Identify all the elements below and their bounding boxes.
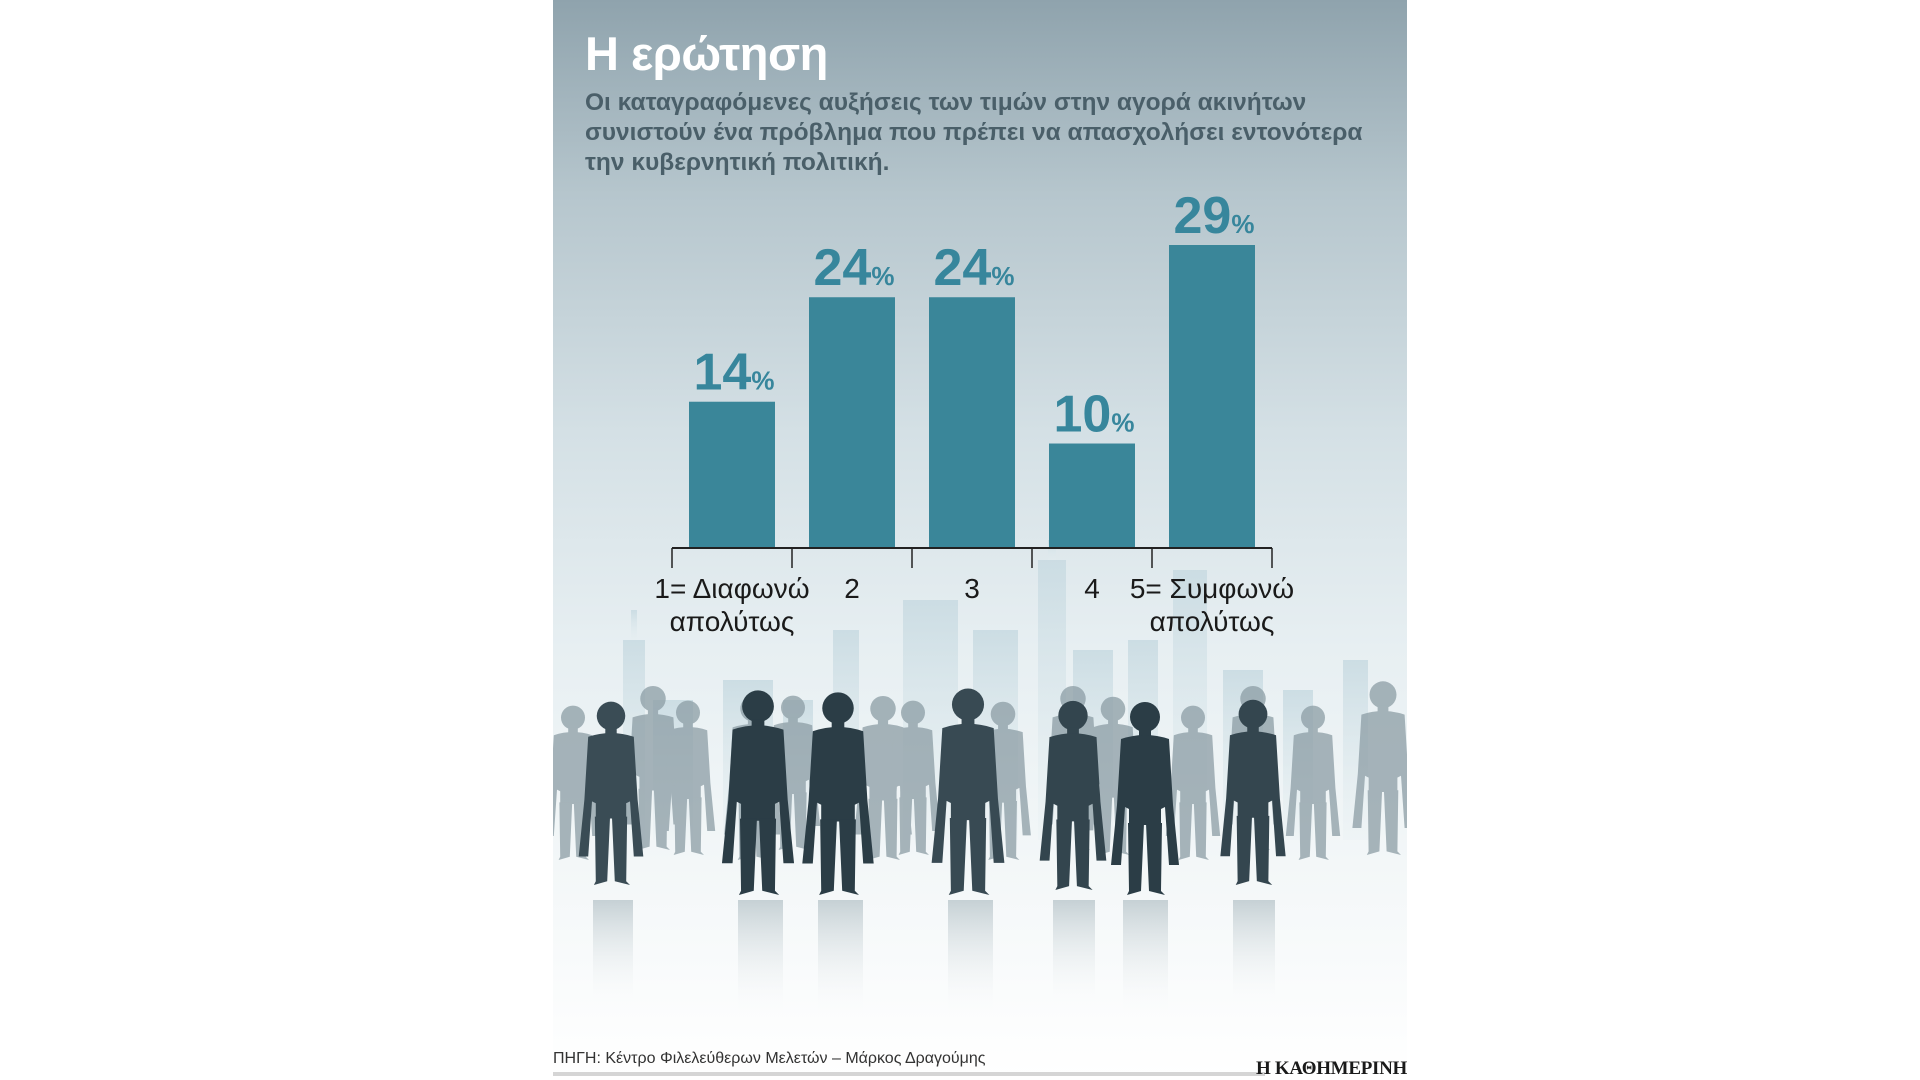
- value-label: 29%: [1174, 187, 1255, 245]
- category-label: 3: [964, 573, 980, 604]
- question-text: Οι καταγραφόμενες αυξήσεις των τιμών στη…: [585, 89, 1363, 176]
- crowd-skyline-illustration: [553, 540, 1407, 1020]
- source-credit: ΠΗΓΗ: Κέντρο Φιλελεύθερων Μελετών – Μάρκ…: [553, 1050, 986, 1067]
- category-label: 5= Συμφωνώ απολύτως: [1130, 573, 1294, 637]
- source-divider: [553, 1072, 1265, 1076]
- bar: [929, 297, 1015, 548]
- value-label: 24%: [814, 239, 895, 297]
- value-label: 14%: [694, 344, 775, 402]
- bar: [1049, 443, 1135, 548]
- bars: [689, 245, 1255, 548]
- value-labels: 14% 24% 24% 10% 29%: [694, 187, 1255, 444]
- category-label: 4: [1084, 573, 1100, 604]
- value-label: 24%: [934, 239, 1015, 297]
- category-labels: 1= Διαφωνώ απολύτως 2 3 4 5= Συμφωνώ απολύτως: [654, 573, 1294, 637]
- crowd-reflection: [593, 900, 1275, 1020]
- bar: [809, 297, 895, 548]
- x-axis: [671, 547, 1273, 568]
- infographic: Η ερώτηση Οι καταγραφόμενες αυξήσεις των…: [553, 0, 1407, 1080]
- bar: [1169, 245, 1255, 548]
- category-label: 1= Διαφωνώ απολύτως: [654, 573, 809, 637]
- bar: [689, 401, 775, 548]
- publisher-logo: Η ΚΑΘΗΜΕΡΙΝΗ: [1256, 1058, 1407, 1079]
- category-label: 2: [844, 573, 860, 604]
- value-label: 10%: [1054, 386, 1135, 444]
- bar-chart: 14% 24% 24% 10% 29% 1= Διαφωνώ απολύτως 2 3 4 5= …: [654, 187, 1294, 637]
- chart-title: Η ερώτηση: [585, 27, 828, 80]
